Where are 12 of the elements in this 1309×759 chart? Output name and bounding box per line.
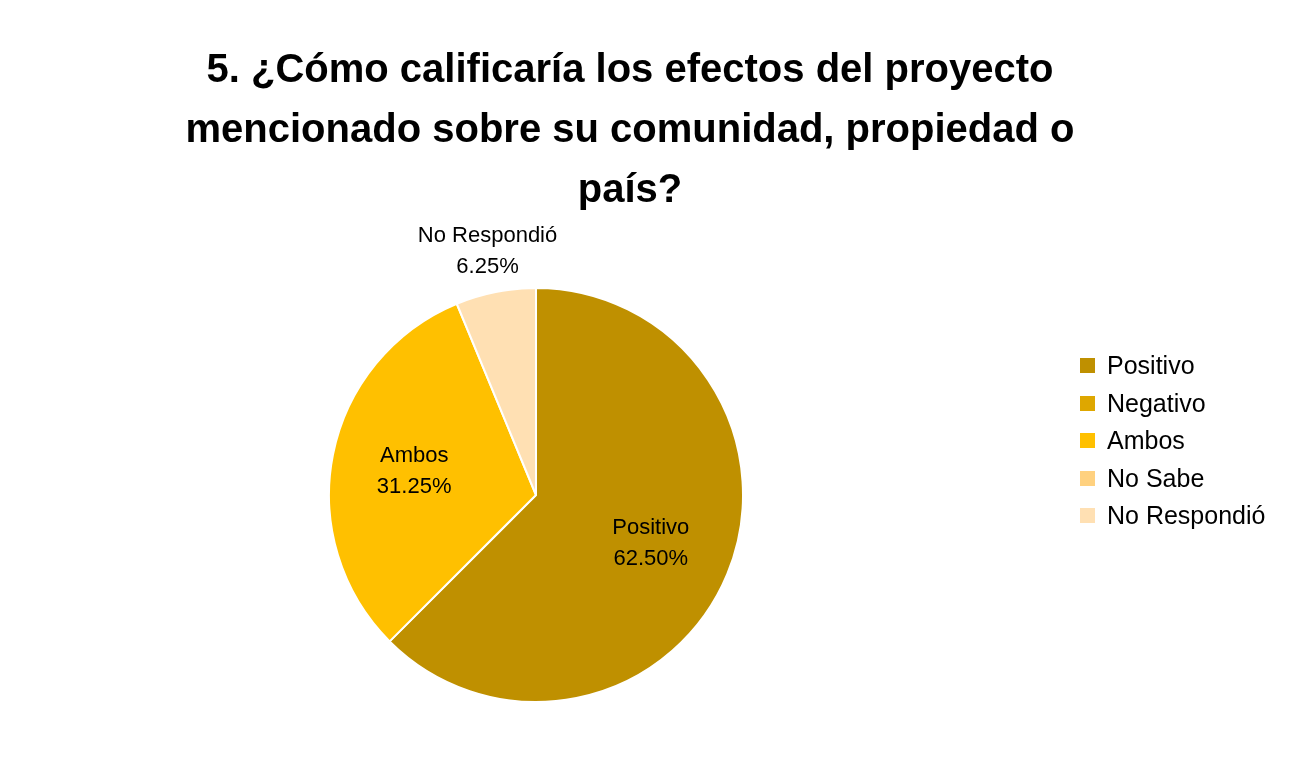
legend-label: No Sabe	[1107, 462, 1205, 494]
slice-label: Ambos	[379, 441, 449, 467]
data-label: 6.25%	[456, 253, 519, 279]
legend-label: Ambos	[1107, 425, 1185, 456]
legend-label: No Respondió	[1107, 500, 1266, 531]
legend-label: Negativo	[1107, 387, 1206, 419]
legend-label: Positivo	[1107, 350, 1195, 381]
data-label: 31.25%	[376, 472, 452, 498]
data-label: 62.50%	[613, 544, 689, 570]
slice-label: Positivo	[612, 513, 690, 539]
chart-title: 5. ¿Cómo calificaría los efectos del proyecto mencionado sobre su comunidad, propiedad o país?	[184, 45, 1076, 212]
slice-label: No Respondió	[417, 222, 558, 248]
